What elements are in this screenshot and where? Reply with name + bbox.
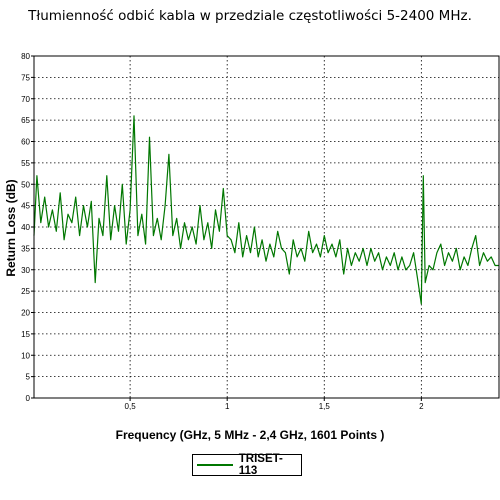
chart-title: Tłumienność odbić kabla w przedziale czę… — [28, 8, 472, 24]
y-tick-label: 70 — [21, 95, 30, 104]
y-tick-label: 60 — [21, 138, 30, 147]
y-tick-label: 25 — [21, 287, 30, 296]
x-axis-label: Frequency (GHz, 5 MHz - 2,4 GHz, 1601 Po… — [115, 428, 385, 442]
series-layer — [33, 115, 499, 305]
y-tick-label: 75 — [21, 73, 30, 82]
grid-layer — [34, 56, 499, 398]
y-tick-label: 20 — [21, 309, 30, 318]
legend-label: TRISET-113 — [238, 453, 283, 477]
plot-frame — [33, 55, 500, 399]
legend: TRISET-113 — [192, 453, 302, 477]
y-tick-label: 15 — [21, 330, 30, 339]
y-tick-label: 0 — [26, 394, 31, 403]
legend-swatch — [197, 464, 233, 466]
x-tick-label: 0,5 — [125, 402, 137, 411]
y-tick-label: 50 — [21, 180, 30, 189]
y-tick-label: 5 — [26, 373, 31, 382]
x-tick-label: 1 — [225, 402, 230, 411]
y-tick-label: 55 — [21, 159, 30, 168]
y-tick-label: 45 — [21, 202, 30, 211]
y-tick-label: 35 — [21, 244, 30, 253]
y-tick-label: 40 — [21, 223, 30, 232]
x-tick-label: 1,5 — [319, 402, 331, 411]
tick-layer: 0 5 10 15 20 25 30 35 40 45 50 55 60 65 70 75 80 0,5 1 1,5 2 — [21, 52, 424, 411]
y-axis-label: Return Loss (dB) — [4, 179, 18, 277]
x-tick-label: 2 — [419, 402, 424, 411]
series-line — [33, 115, 499, 305]
y-tick-label: 10 — [21, 351, 30, 360]
y-tick-label: 30 — [21, 266, 30, 275]
y-tick-label: 65 — [21, 116, 30, 125]
y-tick-label: 80 — [21, 52, 30, 61]
